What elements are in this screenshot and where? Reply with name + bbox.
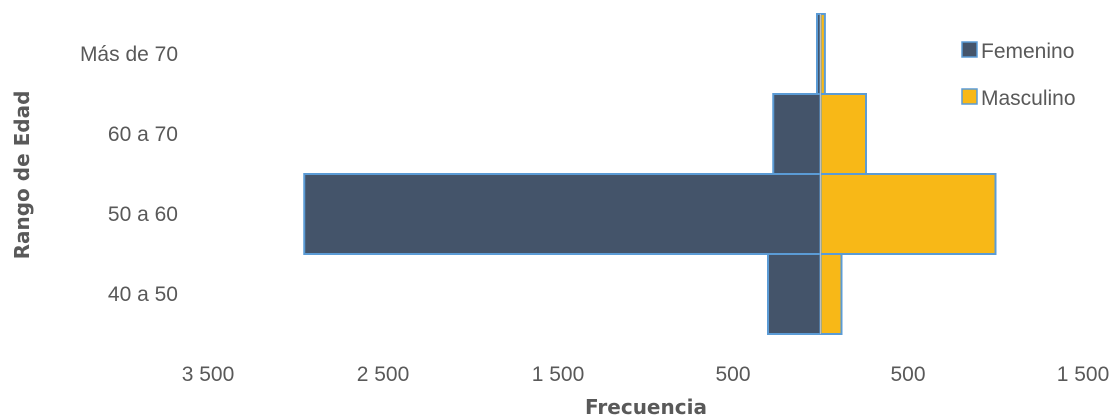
bar-femenino-40-a-50 (767, 253, 822, 335)
bar-femenino-50-a-60 (303, 173, 822, 255)
masculino-bars (819, 13, 997, 335)
x-tick-label-0: 3 500 (182, 363, 235, 386)
x-tick-label-2: 1 500 (532, 363, 585, 386)
legend-label-femenino: Femenino (981, 40, 1074, 63)
femenino-bars (303, 13, 822, 335)
x-tick-label-5: 1 500 (1057, 363, 1110, 386)
x-axis-tick-labels: 3 500 2 500 1 500 500 500 1 500 (182, 363, 1110, 386)
x-tick-label-1: 2 500 (357, 363, 410, 386)
legend-swatch-femenino (961, 41, 978, 58)
y-tick-label-50-a-60: 50 a 60 (108, 203, 178, 226)
y-tick-label-60-a-70: 60 a 70 (108, 123, 178, 146)
bar-masculino-40-a-50 (819, 253, 843, 335)
y-axis-tick-labels: 40 a 50 50 a 60 60 a 70 Más de 70 (80, 43, 178, 306)
y-axis-title: Rango de Edad (10, 91, 34, 260)
legend-swatch-masculino (961, 88, 978, 105)
x-tick-label-4: 500 (890, 363, 925, 386)
legend-label-masculino: Masculino (981, 87, 1076, 110)
legend: Femenino Masculino (961, 40, 1076, 110)
bar-masculino-mas-de-70 (819, 13, 826, 95)
y-tick-label-mas-de-70: Más de 70 (80, 43, 178, 66)
y-tick-label-40-a-50: 40 a 50 (108, 283, 178, 306)
bar-masculino-60-a-70 (819, 93, 867, 175)
x-axis-title: Frecuencia (585, 395, 707, 419)
bar-masculino-50-a-60 (819, 173, 997, 255)
bar-femenino-60-a-70 (772, 93, 822, 175)
x-tick-label-3: 500 (715, 363, 750, 386)
